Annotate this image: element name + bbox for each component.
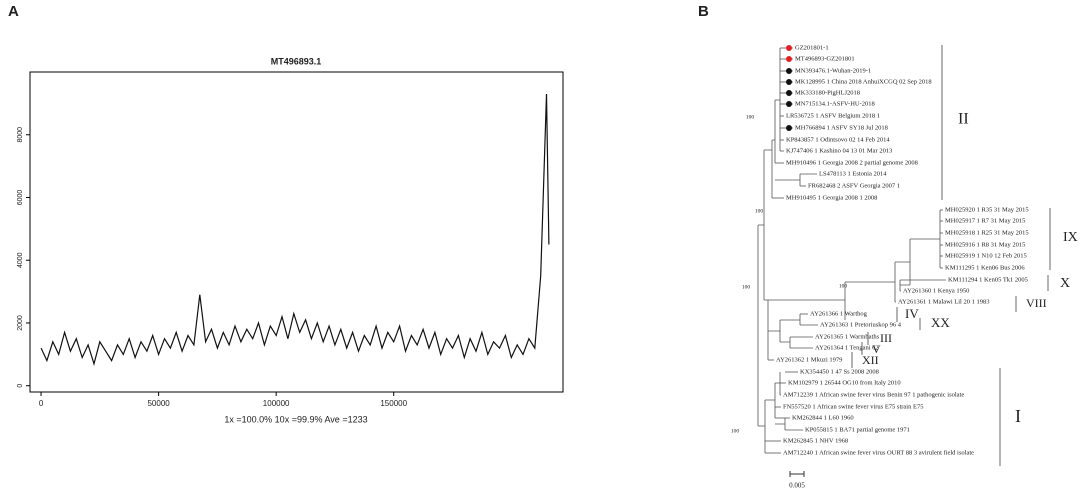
- leaf-label: GZ201801-1: [795, 44, 829, 51]
- clade-bars: [851, 45, 1051, 466]
- leaf-marker: [786, 68, 792, 74]
- leaf-label: KM111295 1 Ken06 Bus 2006: [945, 264, 1025, 271]
- leaf-label: MN715134.1-ASFV-HU-2018: [795, 100, 875, 107]
- leaf-label: KM111294 1 Ken05 Tk1 2005: [948, 276, 1028, 283]
- leaf-label: AY261362 1 Mkuzi 1979: [776, 356, 842, 363]
- leaf-label: AM712239 1 African swine fever virus Ben…: [783, 391, 964, 398]
- panel-label: A: [8, 3, 19, 20]
- leaf-label: MH025918 1 R25 31 May 2015: [945, 229, 1029, 236]
- scale-bar: [789, 471, 805, 477]
- bootstrap-label: 100: [839, 283, 848, 289]
- leaf-label: AY261361 1 Malawi Lil 20 1 1983: [898, 298, 989, 305]
- leaf-label: MH025920 1 R35 31 May 2015: [945, 206, 1029, 213]
- clade-label: III: [880, 331, 892, 345]
- leaf-label: KM102979 1 26544 OG10 from Italy 2010: [788, 379, 901, 386]
- leaf-marker: [786, 56, 792, 62]
- clade-label: XII: [862, 353, 879, 367]
- tree-branches: [757, 48, 941, 453]
- leaf-label: MH025919 1 N10 12 Feb 2015: [945, 252, 1027, 259]
- leaf-label: KP843857 1 Odintsovo 02 14 Feb 2014: [786, 136, 890, 143]
- clade-label: II: [958, 111, 969, 128]
- coverage-line: [40, 93, 550, 366]
- leaf-label: LS478113 1 Estonia 2014: [819, 170, 887, 177]
- y-tick-label: 4000: [17, 252, 24, 268]
- x-tick-label: 50000: [147, 399, 170, 408]
- clade-label: X: [1060, 276, 1070, 291]
- leaf-label: MH910495 1 Georgia 2008 1 2008: [786, 194, 877, 201]
- leaf-label: AY261363 1 Pretoriuskop 96 4: [820, 321, 902, 328]
- leaf-label: MH025917 1 R7 31 May 2015: [945, 217, 1025, 224]
- plot-frame: [29, 71, 564, 393]
- x-tick-label: 0: [39, 399, 44, 408]
- bootstrap-label: 100: [731, 428, 740, 434]
- bootstrap-label: 100: [742, 284, 751, 290]
- bootstrap-label: 100: [746, 114, 755, 120]
- leaf-label: MH025916 1 R8 31 May 2015: [945, 241, 1025, 248]
- leaf-label: KM262845 1 NHV 1968: [783, 437, 848, 444]
- leaf-label: FR682468 2 ASFV Georgia 2007 1: [808, 182, 900, 189]
- leaf-label: AY261366 1 Warthog: [810, 310, 868, 317]
- leaf-label: AY261360 1 Kenya 1950: [903, 287, 969, 294]
- clade-label: IV: [905, 306, 919, 321]
- clade-label: VIII: [1026, 296, 1047, 310]
- y-tick-label: 0: [17, 384, 24, 388]
- chart-title: MT496893.1: [271, 56, 322, 66]
- clade-label: XX: [931, 315, 950, 330]
- x-tick-label: 150000: [380, 399, 407, 408]
- leaf-marker: [786, 79, 792, 85]
- clade-label: I: [1015, 406, 1021, 426]
- leaf-label: AY261365 1 Warmbaths: [815, 333, 880, 340]
- bootstrap-label: 100: [755, 208, 764, 214]
- leaf-label: LR536725 1 ASFV Belgium 2018 1: [786, 112, 880, 119]
- panel-label: B: [698, 3, 709, 20]
- leaf-label: KJ747406 1 Kashino 04 13 01 Mar 2013: [786, 147, 892, 154]
- leaf-label: MK128995 1 China 2018 AnhuiXCGQ 02 Sep 2…: [795, 78, 932, 85]
- leaf-marker: [786, 90, 792, 96]
- leaf-label: MK333180-PigHLJ2018: [795, 89, 860, 96]
- y-tick-label: 8000: [17, 127, 24, 143]
- leaf-label: MH766894 1 ASFV SY18 Jul 2018: [795, 124, 888, 131]
- y-tick-label: 2000: [17, 315, 24, 331]
- leaf-marker: [786, 125, 792, 131]
- leaf-label: MH910496 1 Georgia 2008 2 partial genome…: [786, 159, 918, 166]
- clade-label: IX: [1063, 230, 1078, 245]
- leaf-label: FN557520 1 African swine fever virus E75…: [783, 403, 923, 410]
- leaf-marker: [786, 101, 792, 107]
- x-axis-label: 1x =100.0% 10x =99.9% Ave =1233: [224, 414, 367, 424]
- leaf-marker: [786, 45, 792, 51]
- leaf-label: AY261364 1 Tengani 62: [815, 344, 879, 351]
- scale-label: 0.005: [789, 482, 805, 490]
- leaf-label: MN393476.1-Wuhan-2019-1: [795, 67, 871, 74]
- x-tick-label: 100000: [263, 399, 290, 408]
- leaf-label: AM712240 1 African swine fever virus OUR…: [783, 449, 974, 456]
- leaf-label: MT496893-GZ201801: [795, 55, 855, 62]
- leaf-label: KX354450 1 47 Ss 2008 2008: [800, 368, 879, 375]
- y-tick-label: 6000: [17, 190, 24, 206]
- leaf-label: KM262844 1 L60 1960: [792, 414, 854, 421]
- clade-label: V: [872, 342, 881, 356]
- leaf-label: KP055815 1 BA71 partial genome 1971: [805, 426, 910, 433]
